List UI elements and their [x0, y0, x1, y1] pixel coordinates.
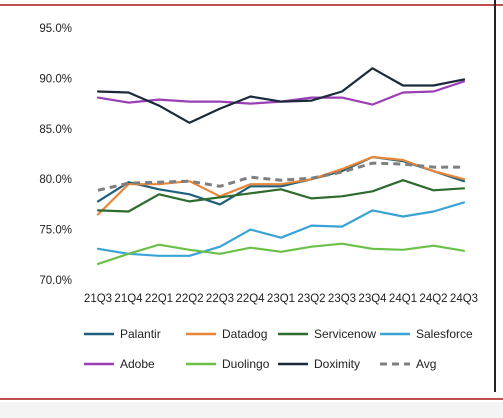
y-axis: 70.0% 75.0% 80.0% 85.0% 90.0% 95.0% [39, 23, 72, 287]
x-tick-label: 21Q4 [114, 293, 143, 305]
x-tick-label: 23Q3 [328, 293, 356, 305]
y-tick-label: 85.0% [39, 124, 72, 136]
legend-item-salesforce: Salesforce [380, 327, 473, 341]
x-tick-label: 22Q4 [236, 293, 265, 305]
below-strip [0, 402, 503, 418]
y-tick-label: 90.0% [39, 73, 72, 85]
x-tick-label: 22Q1 [145, 293, 173, 305]
y-tick-label: 75.0% [39, 225, 72, 237]
x-tick-label: 23Q4 [358, 293, 387, 305]
legend-label: Duolingo [222, 357, 270, 371]
y-tick-label: 80.0% [39, 174, 72, 186]
series-line-salesforce [96, 201, 466, 257]
y-tick-label: 70.0% [39, 275, 72, 287]
legend-item-adobe: Adobe [84, 357, 155, 371]
series-lines [96, 67, 466, 265]
legend-item-palantir: Palantir [84, 327, 161, 341]
x-tick-label: 24Q2 [419, 293, 447, 305]
legend-item-doximity: Doximity [278, 357, 360, 371]
legend-item-servicenow: Servicenow [278, 327, 376, 341]
x-tick-label: 22Q3 [206, 293, 234, 305]
series-line-datadog [96, 155, 466, 216]
x-tick-label: 22Q2 [175, 293, 203, 305]
x-tick-label: 23Q1 [267, 293, 295, 305]
legend-item-avg: Avg [380, 357, 436, 371]
legend-label: Salesforce [416, 327, 473, 341]
x-tick-label: 24Q3 [450, 293, 478, 305]
series-line-avg [97, 161, 464, 192]
x-tick-label: 24Q1 [389, 293, 417, 305]
legend-label: Doximity [314, 357, 360, 371]
legend-label: Adobe [120, 357, 155, 371]
series-line-servicenow [96, 179, 466, 213]
x-axis: 21Q3 21Q4 22Q1 22Q2 22Q3 22Q4 23Q1 23Q2 23Q3 23Q4… [84, 293, 478, 305]
chart-frame [494, 0, 496, 392]
legend-item-duolingo: Duolingo [186, 357, 270, 371]
x-tick-label: 23Q2 [297, 293, 325, 305]
top-divider [0, 4, 503, 6]
bottom-divider [0, 398, 503, 400]
legend-label: Servicenow [314, 327, 376, 341]
x-tick-label: 21Q3 [84, 293, 112, 305]
legend-label: Datadog [222, 327, 267, 341]
y-tick-label: 95.0% [39, 23, 72, 35]
legend: Palantir Datadog Servicenow Salesforce Adobe… [84, 327, 473, 371]
legend-item-datadog: Datadog [186, 327, 267, 341]
series-line-duolingo [96, 242, 466, 265]
series-line-doximity [96, 67, 466, 124]
legend-label: Palantir [120, 327, 161, 341]
legend-label: Avg [416, 357, 436, 371]
